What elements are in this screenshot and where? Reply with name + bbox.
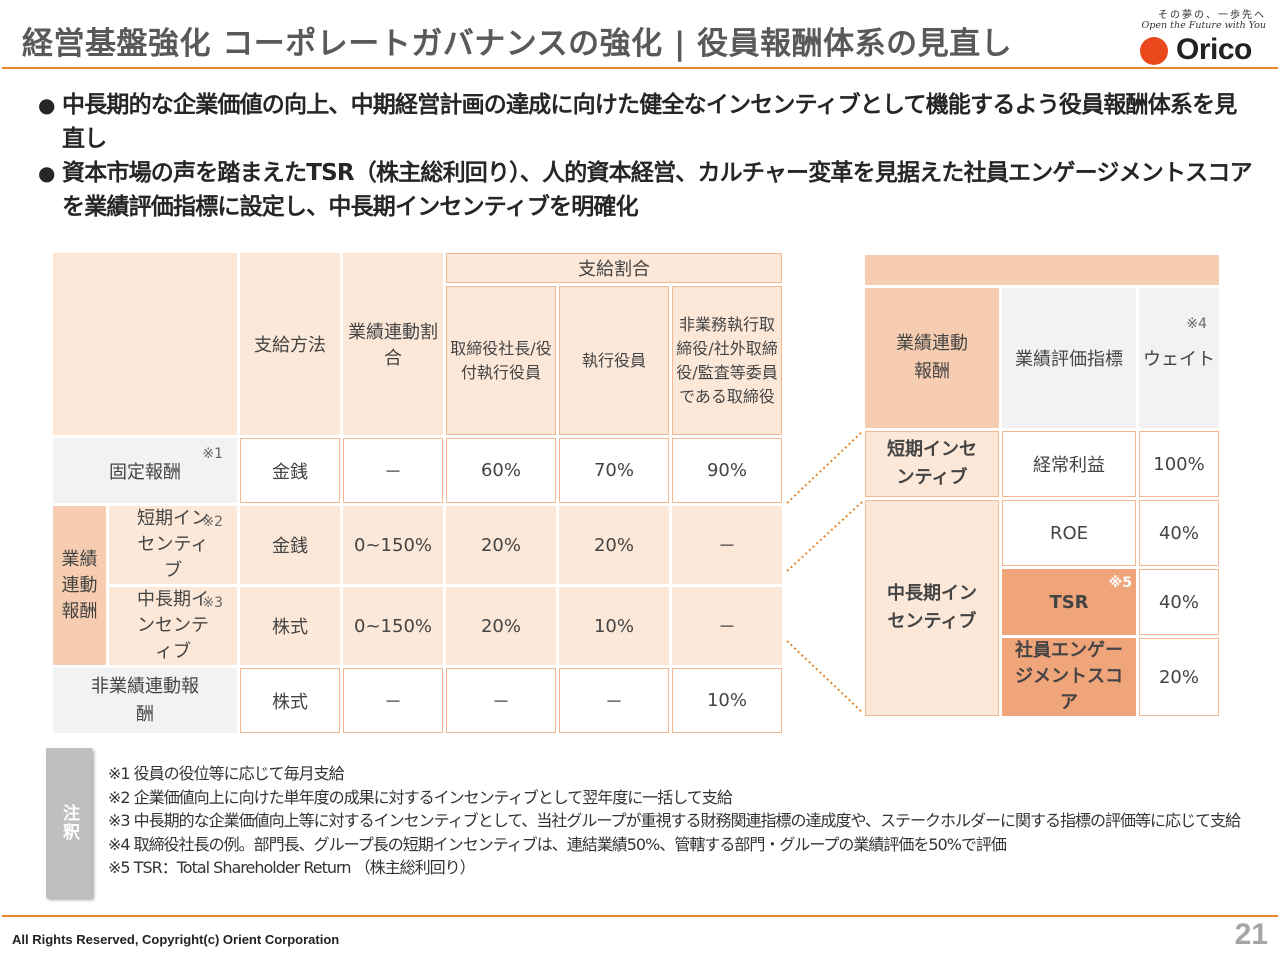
cell-method: 金銭	[240, 438, 340, 503]
bullet-dot-icon: ●	[38, 93, 55, 117]
cell-method: 株式	[240, 587, 340, 665]
cell-ratio: 0~150%	[343, 506, 443, 584]
connector-short-top	[786, 431, 863, 504]
footer-divider	[2, 915, 1278, 917]
cell-officer: 70%	[559, 438, 669, 503]
row-label-text: 非業績連動報酬	[91, 675, 199, 725]
bullet-text: 資本市場の声を踏まえたTSR（株主総利回り）、人的資本経営、カルチャー変革を見据…	[62, 160, 1253, 220]
row-label-short: 短期インセンティブ ※2	[109, 506, 237, 584]
cell-nonexec: 10%	[672, 668, 782, 733]
note-ref: ※2	[202, 514, 223, 530]
logo-wordmark: Orico	[1176, 33, 1252, 66]
bullet-item: ● 中長期的な企業価値の向上、中期経営計画の達成に向けた健全なインセンティブとし…	[38, 88, 1258, 156]
cell-officer: －	[559, 668, 669, 733]
cell-nonexec: －	[672, 587, 782, 665]
cell-method: 金銭	[240, 506, 340, 584]
header-payout-ratio: 支給割合	[446, 253, 782, 283]
logo-tagline-en: Open the Future with You	[1141, 20, 1266, 31]
cell-president: 20%	[446, 506, 556, 584]
weight-cell: 20%	[1139, 638, 1219, 716]
note-item: ※3 中長期的な企業価値向上等に対するインセンティブとして、当社グループが重視す…	[108, 811, 1241, 830]
note-ref: ※4	[1186, 316, 1207, 332]
page-number: 21	[1234, 918, 1268, 951]
logo-tagline-jp: その夢の、一歩先へ	[1158, 10, 1266, 21]
weight-cell: 100%	[1139, 431, 1219, 497]
copyright-text: All Rights Reserved, Copyright(c) Orient…	[12, 932, 340, 947]
note-ref: ※1	[202, 446, 223, 462]
note-ref: ※3	[202, 595, 223, 611]
cell-officer: 10%	[559, 587, 669, 665]
bullet-dot-icon: ●	[38, 161, 55, 185]
row-label-nonperf: 非業績連動報酬	[53, 668, 237, 733]
company-logo: その夢の、一歩先へ Open the Future with You Orico	[1130, 4, 1276, 66]
cell-ratio: －	[343, 668, 443, 733]
logo-circle-icon	[1140, 37, 1168, 65]
title-divider	[2, 67, 1278, 69]
row-label-text: 中長期インセンティブ	[137, 589, 209, 662]
page-title: 経営基盤強化 コーポレートガバナンスの強化 | 役員報酬体系の見直し	[22, 26, 1013, 62]
header-blank	[53, 253, 237, 435]
performance-indicator-table: 業績連動報酬 業績評価指標 ウェイト ※4 短期インセンティブ 経常利益 100…	[862, 252, 1222, 719]
indicator-cell: ROE	[1002, 500, 1136, 566]
header-president: 取締役社長/役付執行役員	[446, 286, 556, 435]
note-ref: ※5	[1108, 575, 1132, 591]
cell-officer: 20%	[559, 506, 669, 584]
row-label-long: 中長期インセンティブ ※3	[109, 587, 237, 665]
summary-bullets: ● 中長期的な企業価値の向上、中期経営計画の達成に向けた健全なインセンティブとし…	[38, 88, 1258, 224]
bullet-text: 中長期的な企業価値の向上、中期経営計画の達成に向けた健全なインセンティブとして機…	[62, 92, 1237, 152]
header-category: 業績連動報酬	[865, 288, 999, 428]
connector-long-bottom	[786, 640, 863, 713]
bullet-item: ● 資本市場の声を踏まえたTSR（株主総利回り）、人的資本経営、カルチャー変革を…	[38, 156, 1258, 224]
connector-short-bottom	[786, 501, 863, 572]
indicator-cell-engagement: 社員エンゲージメントスコア	[1002, 638, 1136, 716]
cell-ratio: 0~150%	[343, 587, 443, 665]
cell-president: 20%	[446, 587, 556, 665]
cell-president: －	[446, 668, 556, 733]
right-header-band	[865, 255, 1219, 285]
cell-nonexec: －	[672, 506, 782, 584]
indicator-text: TSR	[1049, 591, 1089, 613]
note-item: ※5 TSR：Total Shareholder Return （株主総利回り）	[108, 858, 476, 877]
category-long-term: 中長期インセンティブ	[865, 500, 999, 716]
header-linked-ratio: 業績連動割合	[343, 253, 443, 435]
note-item: ※4 取締役社長の例。部門長、グループ長の短期インセンティブは、連結業績50%、…	[108, 834, 1007, 854]
header-method: 支給方法	[240, 253, 340, 435]
indicator-cell: 経常利益	[1002, 431, 1136, 497]
header-weight-text: ウェイト	[1143, 349, 1215, 370]
indicator-cell-tsr: TSR ※5	[1002, 569, 1136, 635]
category-short-term: 短期インセンティブ	[865, 431, 999, 497]
indicator-text: 社員エンゲージメントスコア	[1015, 640, 1123, 713]
header-officer: 執行役員	[559, 286, 669, 435]
header-nonexec: 非業務執行取締役/社外取締役/監査等委員である取締役	[672, 286, 782, 435]
header-weight: ウェイト ※4	[1139, 288, 1219, 428]
note-item: ※1 役員の役位等に応じて毎月支給	[108, 764, 345, 783]
row-label-text: 短期インセンティブ	[137, 508, 209, 581]
weight-cell: 40%	[1139, 569, 1219, 635]
notes-list: ※1 役員の役位等に応じて毎月支給 ※2 企業価値向上に向けた単年度の成果に対す…	[108, 762, 1241, 880]
row-label-fixed: 固定報酬 ※1	[53, 438, 237, 503]
header-indicator: 業績評価指標	[1002, 288, 1136, 428]
row-label-text: 固定報酬	[109, 461, 181, 483]
group-label-performance: 業績連動報酬	[53, 506, 106, 665]
compensation-structure-table: 支給方法 業績連動割合 支給割合 取締役社長/役付執行役員 執行役員 非業務執行…	[50, 250, 785, 736]
notes-tab: 注釈	[46, 748, 92, 898]
weight-cell: 40%	[1139, 500, 1219, 566]
cell-method: 株式	[240, 668, 340, 733]
notes-tab-label: 注釈	[59, 804, 79, 842]
cell-president: 60%	[446, 438, 556, 503]
cell-ratio: －	[343, 438, 443, 503]
note-item: ※2 企業価値向上に向けた単年度の成果に対するインセンティブとして翌年度に一括し…	[108, 787, 733, 807]
cell-nonexec: 90%	[672, 438, 782, 503]
